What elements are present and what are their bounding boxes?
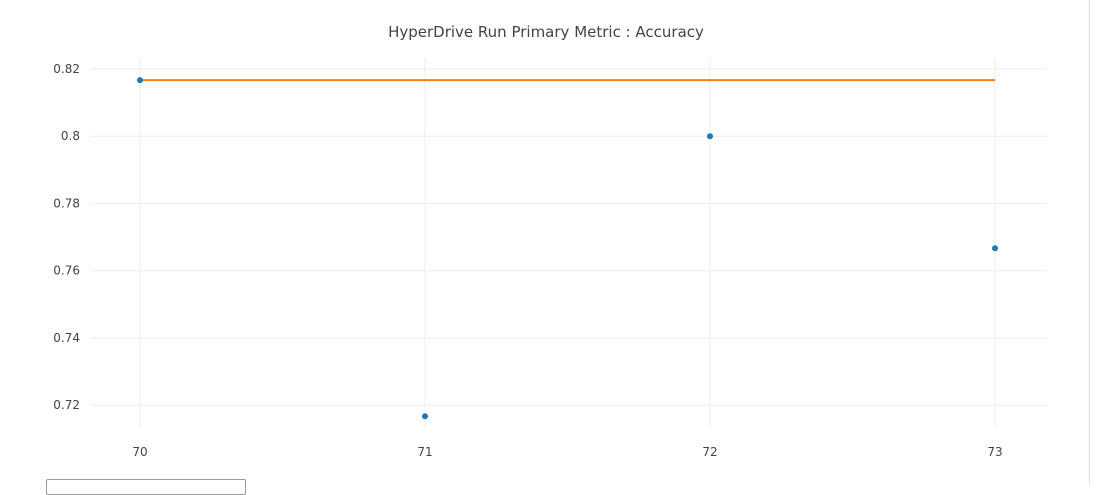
y-axis-ticks: 0.72 0.74 0.76 0.78 0.8 0.82	[53, 62, 80, 412]
accuracy-chart: HyperDrive Run Primary Metric : Accuracy…	[53, 23, 1047, 459]
data-point	[707, 133, 713, 140]
chart-title: HyperDrive Run Primary Metric : Accuracy	[388, 23, 704, 41]
chart-panel: HyperDrive Run Primary Metric : Accuracy…	[46, 0, 1090, 495]
data-point	[137, 77, 143, 84]
x-tick-label: 73	[987, 445, 1002, 459]
dropdown-select[interactable]	[46, 479, 246, 495]
panel-divider	[1089, 0, 1090, 485]
y-tick-label: 0.72	[53, 398, 80, 412]
grid-lines	[90, 58, 1047, 428]
y-tick-label: 0.82	[53, 62, 80, 76]
data-point	[422, 413, 428, 420]
x-tick-label: 72	[702, 445, 717, 459]
y-tick-label: 0.78	[53, 196, 80, 210]
y-tick-label: 0.8	[61, 129, 80, 143]
y-tick-label: 0.74	[53, 331, 80, 345]
y-tick-label: 0.76	[53, 264, 80, 278]
x-tick-label: 70	[132, 445, 147, 459]
series-layer	[137, 77, 998, 420]
x-axis-ticks: 70 71 72 73	[132, 445, 1002, 459]
x-tick-label: 71	[417, 445, 432, 459]
data-point	[992, 245, 998, 252]
